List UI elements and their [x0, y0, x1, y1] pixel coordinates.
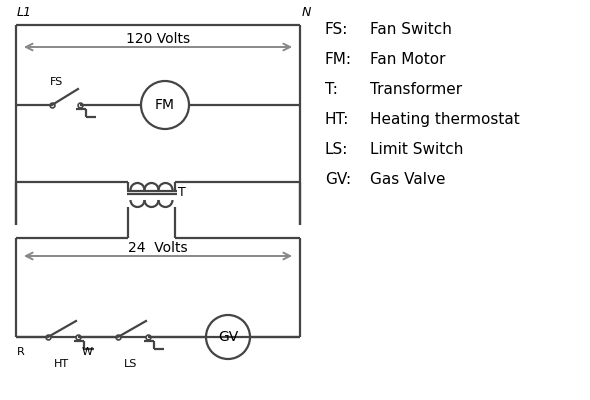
Text: Fan Switch: Fan Switch — [370, 22, 452, 37]
Text: L1: L1 — [17, 6, 32, 19]
Text: Transformer: Transformer — [370, 82, 462, 97]
Text: Fan Motor: Fan Motor — [370, 52, 445, 67]
Text: FS:: FS: — [325, 22, 348, 37]
Text: W: W — [82, 347, 93, 357]
Text: LS:: LS: — [325, 142, 348, 157]
Text: Heating thermostat: Heating thermostat — [370, 112, 520, 127]
Text: Limit Switch: Limit Switch — [370, 142, 463, 157]
Text: Gas Valve: Gas Valve — [370, 172, 445, 187]
Text: HT: HT — [54, 359, 68, 369]
Text: FM: FM — [155, 98, 175, 112]
Text: T: T — [179, 186, 186, 198]
Text: N: N — [302, 6, 312, 19]
Text: FM:: FM: — [325, 52, 352, 67]
Text: R: R — [17, 347, 25, 357]
Text: 24  Volts: 24 Volts — [128, 241, 188, 255]
Text: FS: FS — [50, 77, 63, 87]
Text: 120 Volts: 120 Volts — [126, 32, 190, 46]
Text: HT:: HT: — [325, 112, 349, 127]
Text: GV:: GV: — [325, 172, 351, 187]
Text: GV: GV — [218, 330, 238, 344]
Text: LS: LS — [124, 359, 137, 369]
Text: T:: T: — [325, 82, 338, 97]
